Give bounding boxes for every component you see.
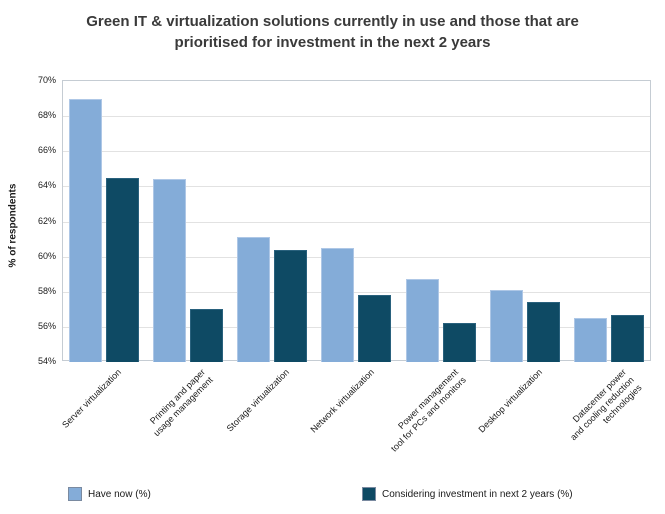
y-tick-label: 54% [37,356,56,366]
legend-label-have-now: Have now (%) [88,488,151,500]
gridline [63,292,650,293]
gridline [63,327,650,328]
legend-item-considering: Considering investment in next 2 years (… [362,487,573,501]
bar-considering [443,323,476,362]
legend-label-considering: Considering investment in next 2 years (… [382,488,573,500]
bar-have-now [490,290,523,362]
legend-swatch-considering [362,487,376,501]
bar-have-now [69,99,102,362]
bar-considering [358,295,391,362]
bar-have-now [406,279,439,362]
legend-swatch-have-now [68,487,82,501]
y-tick-label: 66% [37,145,56,155]
y-tick-label: 68% [37,110,56,120]
y-tick-label: 60% [37,251,56,261]
bar-have-now [321,248,354,362]
gridline [63,222,650,223]
gridline [63,186,650,187]
bar-considering [527,302,560,362]
legend-item-have-now: Have now (%) [68,487,151,501]
y-tick-label: 56% [37,321,56,331]
x-category-label: Storage virtualization [224,367,292,434]
bar-have-now [237,237,270,362]
y-tick-label: 70% [37,75,56,85]
chart-title: Green IT & virtualization solutions curr… [86,13,579,51]
bar-considering [611,315,644,362]
plot-area [62,80,651,362]
y-tick-label: 62% [37,216,56,226]
bar-have-now [153,179,186,362]
gridline [63,116,650,117]
y-tick-label: 64% [37,180,56,190]
y-tick-label: 58% [37,286,56,296]
bar-considering [190,309,223,362]
bar-considering [274,250,307,362]
gridline [63,151,650,152]
bar-considering [106,178,139,362]
bar-have-now [574,318,607,362]
gridline [63,257,650,258]
